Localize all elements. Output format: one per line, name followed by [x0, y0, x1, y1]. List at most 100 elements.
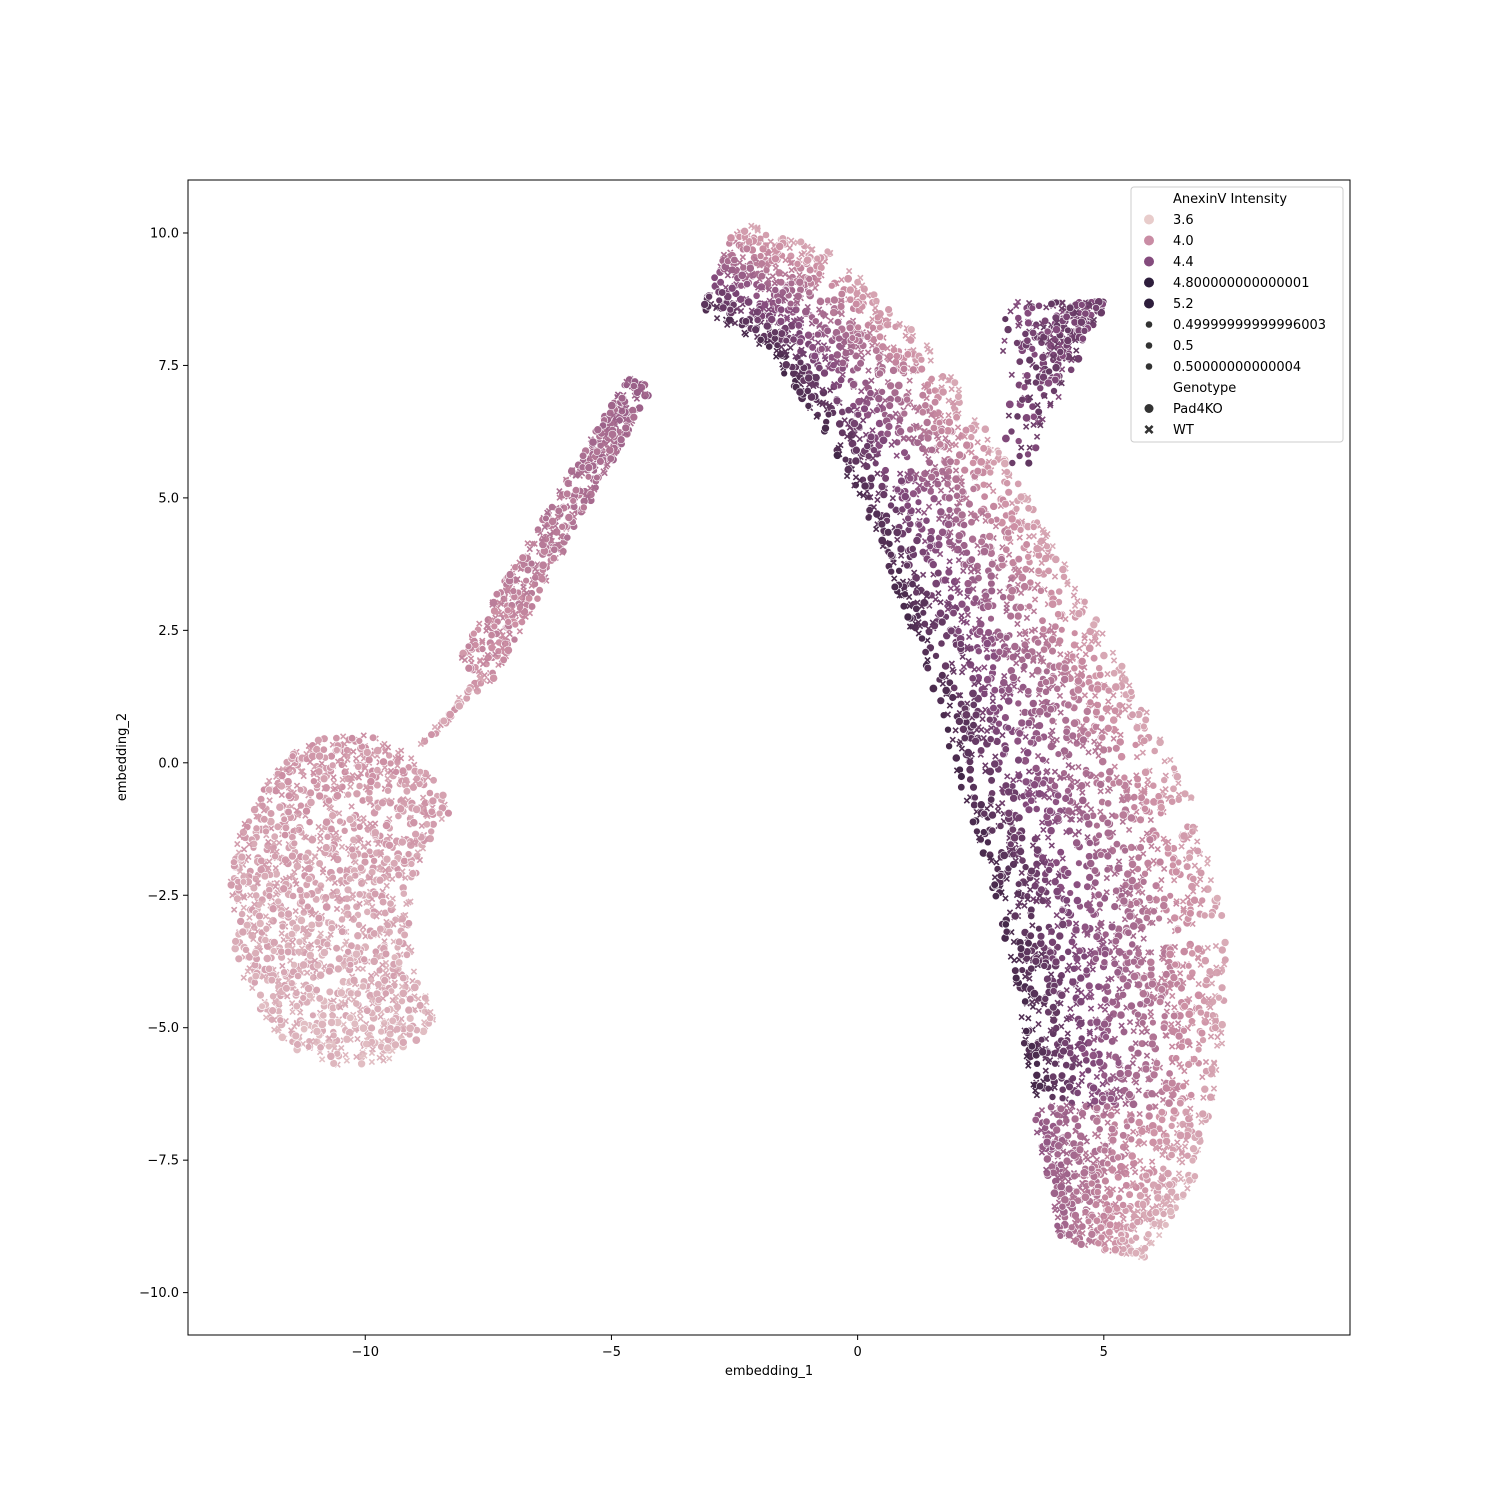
data-point	[487, 643, 496, 652]
data-point	[630, 382, 638, 390]
data-point	[518, 618, 526, 626]
data-point	[290, 839, 299, 848]
data-point	[305, 951, 315, 960]
data-point	[343, 938, 350, 945]
data-point	[296, 886, 305, 895]
data-point	[1141, 767, 1150, 777]
data-point	[527, 559, 536, 568]
data-point	[464, 663, 474, 673]
data-point	[999, 593, 1008, 602]
data-point	[321, 785, 328, 792]
data-point	[1082, 966, 1091, 975]
data-point	[1078, 796, 1088, 805]
data-point	[330, 888, 337, 896]
data-point	[903, 395, 911, 404]
data-point	[255, 919, 265, 928]
data-point	[979, 828, 988, 836]
data-point	[1155, 914, 1163, 923]
data-point	[1095, 831, 1103, 839]
data-point	[1056, 848, 1065, 857]
data-point	[377, 1027, 386, 1036]
data-point	[412, 805, 421, 814]
data-point	[275, 1025, 282, 1032]
data-point	[606, 454, 615, 463]
data-point	[266, 809, 276, 818]
data-point	[252, 875, 260, 882]
data-point	[1101, 995, 1110, 1004]
data-point	[522, 576, 530, 585]
data-point	[1200, 956, 1210, 966]
data-point	[966, 775, 975, 784]
data-point	[1075, 859, 1083, 867]
data-point	[234, 840, 241, 848]
data-point	[1165, 1069, 1174, 1078]
data-point	[549, 554, 558, 563]
data-point	[928, 683, 938, 693]
data-point	[329, 1031, 338, 1040]
data-point	[355, 890, 364, 899]
data-point	[584, 463, 594, 472]
data-point	[369, 733, 378, 742]
data-point	[262, 913, 269, 920]
data-point	[1164, 1098, 1174, 1108]
data-point	[1043, 1154, 1052, 1164]
data-point	[1031, 764, 1041, 773]
data-point	[382, 821, 391, 830]
data-point	[402, 787, 412, 796]
data-point	[899, 602, 909, 611]
data-point	[877, 482, 887, 491]
data-point	[878, 388, 886, 396]
data-point	[974, 647, 983, 656]
data-point	[871, 459, 880, 468]
data-point	[1141, 1064, 1151, 1074]
data-point	[312, 1027, 322, 1036]
data-point	[371, 889, 380, 899]
data-point	[1074, 676, 1083, 686]
data-point	[1155, 857, 1165, 867]
data-point	[1085, 839, 1094, 847]
data-point	[511, 620, 520, 629]
data-point	[804, 402, 813, 410]
data-point	[280, 968, 288, 977]
data-point	[996, 872, 1005, 880]
data-point	[295, 937, 304, 946]
data-point	[335, 954, 344, 963]
data-point	[296, 916, 306, 925]
data-point	[1033, 666, 1043, 676]
data-point	[332, 944, 341, 953]
data-point	[386, 899, 395, 908]
data-point	[765, 342, 774, 351]
data-point	[300, 925, 307, 933]
data-point	[1058, 626, 1066, 634]
data-point	[330, 779, 338, 786]
data-point	[1031, 1115, 1040, 1124]
data-point	[314, 913, 324, 923]
data-point	[1030, 780, 1039, 790]
data-point	[234, 954, 244, 963]
data-point	[376, 865, 383, 872]
data-point	[478, 645, 487, 653]
data-point	[319, 948, 329, 957]
data-point	[265, 838, 272, 846]
data-point	[363, 908, 372, 916]
data-point	[384, 786, 392, 795]
data-point	[406, 1014, 415, 1023]
data-point	[843, 274, 853, 284]
data-point	[383, 882, 390, 890]
data-point	[1062, 727, 1071, 736]
data-point	[971, 793, 979, 802]
data-point	[383, 1043, 393, 1053]
data-point	[1052, 1125, 1061, 1135]
data-point	[325, 987, 334, 997]
data-point	[1073, 896, 1082, 905]
data-point	[398, 988, 408, 998]
data-point	[251, 971, 260, 981]
data-point	[715, 296, 723, 305]
data-point	[1040, 645, 1049, 654]
data-point	[1101, 1176, 1110, 1186]
data-point	[352, 789, 362, 799]
data-point	[312, 895, 321, 904]
data-point	[1110, 959, 1119, 968]
data-point	[469, 629, 478, 638]
data-point	[1070, 664, 1079, 673]
